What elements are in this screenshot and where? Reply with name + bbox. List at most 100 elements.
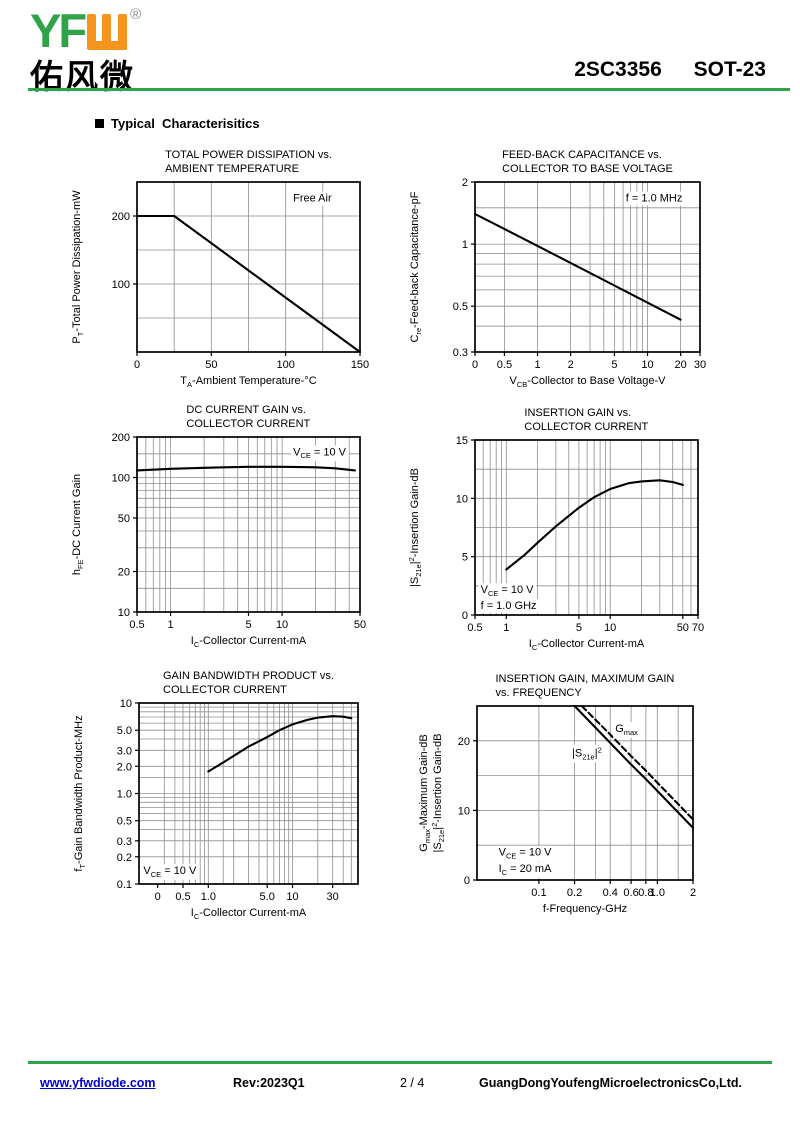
x-tick-label: 0 (134, 359, 140, 371)
series-Gmax (580, 704, 695, 821)
chart-title-line: INSERTION GAIN, MAXIMUM GAIN (496, 673, 675, 685)
annotation-backdrop (496, 862, 555, 878)
chart-annotation: f = 1.0 MHz (626, 193, 683, 205)
logo-chinese-text: 佑风微 (30, 58, 135, 95)
x-tick-label: 30 (694, 359, 706, 371)
package-name: SOT-23 (693, 58, 766, 81)
chart-title-line: COLLECTOR CURRENT (163, 684, 287, 696)
chart-annotation: Free Air (293, 193, 332, 205)
y-tick-label: 100 (112, 472, 130, 484)
y-tick-label: 0.5 (117, 816, 132, 828)
footer-divider (28, 1061, 772, 1064)
chart-title-line: GAIN BANDWIDTH PRODUCT vs. (163, 670, 334, 682)
plot-frame (476, 705, 694, 881)
series-PT (135, 214, 362, 354)
y-axis-label: |S21e|2-Insertion Gain-dB (430, 733, 446, 852)
chart-title-line: INSERTION GAIN vs. (524, 407, 631, 419)
annotation-backdrop (478, 598, 539, 613)
x-tick-label: 1.0 (201, 891, 216, 903)
x-axis-label: f-Frequency-GHz (543, 903, 627, 915)
x-tick-label: 100 (276, 359, 294, 371)
x-axis-label: IC-Collector Current-mA (191, 635, 307, 649)
series-fT (207, 715, 353, 773)
annotation-backdrop (570, 744, 604, 763)
x-tick-label: 1 (534, 359, 540, 371)
x-tick-label: 5 (611, 359, 617, 371)
bullet-square-icon (95, 119, 104, 128)
chart-annotation: VCE = 10 V (481, 584, 535, 598)
x-tick-label: 0.5 (175, 891, 190, 903)
x-tick-label: 0 (472, 359, 478, 371)
y-axis-label: |S21e|2-Insertion Gain-dB (407, 468, 423, 587)
y-tick-label: 2 (462, 177, 468, 189)
x-tick-label: 0.5 (467, 622, 482, 634)
y-tick-label: 0.3 (117, 836, 132, 848)
y-tick-label: 10 (118, 607, 130, 619)
chart-title-line: FEED-BACK CAPACITANCE vs. (502, 149, 662, 161)
y-tick-label: 20 (458, 736, 470, 748)
x-tick-label: 2 (568, 359, 574, 371)
series-S21e2 (573, 704, 695, 829)
y-tick-label: 1.0 (117, 789, 132, 801)
annotation-backdrop (496, 845, 555, 862)
y-tick-label: 0.3 (453, 347, 468, 359)
x-tick-label: 150 (351, 359, 369, 371)
plot-frame (474, 439, 699, 616)
y-tick-label: 1 (462, 239, 468, 251)
revision-label: Rev:2023Q1 (233, 1076, 305, 1090)
y-tick-label: 2.0 (117, 761, 132, 773)
chart-annotation: f = 1.0 GHz (481, 600, 537, 612)
y-tick-label: 200 (112, 432, 130, 444)
x-axis-label: VCB-Collector to Base Voltage-V (510, 375, 667, 389)
x-tick-label: 5 (576, 622, 582, 634)
chart-feedback-capacitance: 0 0.5 1 2 5 10 20 30 0.3 0.5 1 2 f = 1.0 MHz FEED-BAC… (409, 149, 706, 389)
chart-dc-current-gain: 0.5 1 5 10 50 10 20 50 100 200 VCE = 10 V DC CURREN… (71, 404, 366, 649)
y-tick-label: 10 (120, 698, 132, 710)
part-number: 2SC3356 (574, 58, 662, 81)
x-tick-label: 0.1 (531, 887, 546, 899)
y-tick-label: 100 (112, 279, 130, 291)
y-tick-label: 0.1 (117, 879, 132, 891)
website-link[interactable]: www.yfwdiode.com (40, 1076, 156, 1090)
chart-gain-bandwidth-product: 0 0.5 1.0 5.0 10 30 0.1 0.2 0.3 0.5 1.0 2.0 3.0 5.0 10… (73, 670, 359, 921)
registered-trademark-icon: ® (130, 6, 142, 23)
section-title-text: Typical Characterisitics (111, 116, 260, 131)
x-tick-label: 50 (205, 359, 217, 371)
x-tick-label: 10 (604, 622, 616, 634)
plot-frame (136, 181, 361, 353)
x-tick-label: 2 (690, 887, 696, 899)
part-number-line: 2SC3356 SOT-23 (548, 58, 766, 82)
y-tick-label: 20 (118, 567, 130, 579)
annotation-backdrop (613, 722, 641, 738)
y-tick-label: 10 (456, 493, 468, 505)
chart-annotation: |S21e|2 (572, 746, 602, 762)
header-divider (28, 88, 790, 91)
logo-w-icon (87, 14, 128, 50)
y-axis-label: Cre-Feed-back Capacitance-pF (409, 191, 423, 342)
x-axis-label: IC-Collector Current-mA (529, 638, 645, 652)
section-title: Typical Characterisitics (95, 116, 260, 131)
series-S21e2 (505, 479, 684, 571)
series-hFE (135, 465, 356, 472)
annotation-backdrop (291, 191, 334, 206)
x-tick-label: 5.0 (260, 891, 275, 903)
x-tick-label: 50 (354, 619, 366, 631)
chart-title-line: DC CURRENT GAIN vs. (186, 404, 306, 416)
logo-mark: YF ® (30, 6, 142, 58)
x-tick-label: 0 (155, 891, 161, 903)
y-tick-label: 5.0 (117, 725, 132, 737)
y-tick-label: 200 (112, 211, 130, 223)
chart-title-line: vs. FREQUENCY (496, 687, 583, 699)
x-tick-label: 1 (503, 622, 509, 634)
y-axis-label: fT-Gain Bandwidth Product-MHz (73, 715, 87, 871)
y-tick-label: 3.0 (117, 745, 132, 757)
x-tick-label: 10 (276, 619, 288, 631)
y-tick-label: 15 (456, 435, 468, 447)
x-tick-label: 0.8 (638, 887, 653, 899)
x-tick-label: 10 (286, 891, 298, 903)
x-tick-label: 1 (168, 619, 174, 631)
x-tick-label: 70 (692, 622, 704, 634)
